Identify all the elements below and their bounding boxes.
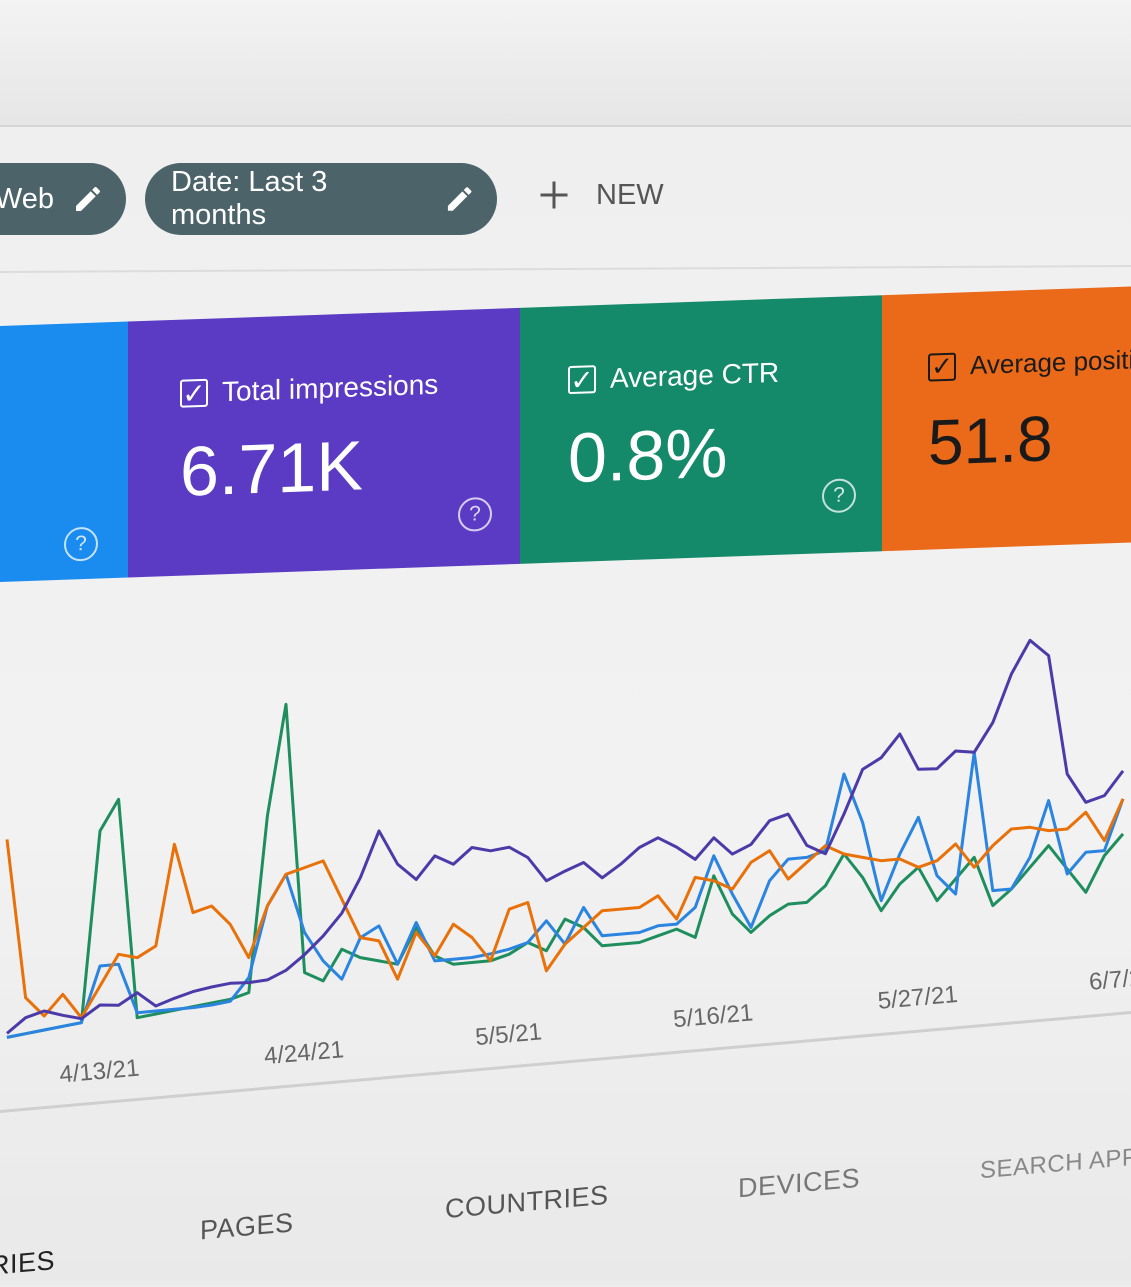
x-tick-label: 4/13/21 xyxy=(58,1055,140,1089)
x-tick-label: 5/27/21 xyxy=(877,981,959,1015)
date-range-chip[interactable]: Date: Last 3 months xyxy=(145,163,497,235)
search-type-chip[interactable]: Web xyxy=(0,163,126,235)
tab-countries[interactable]: COUNTRIES xyxy=(445,1179,609,1225)
chart-series-line-0 xyxy=(6,638,1125,1035)
chip-label: Date: Last 3 months xyxy=(171,166,328,231)
x-tick-label: 5/5/21 xyxy=(474,1018,543,1051)
top-bar xyxy=(0,0,1131,127)
tab-devices[interactable]: DEVICES xyxy=(738,1162,861,1204)
new-filter-button[interactable]: NEW xyxy=(536,177,664,213)
plus-icon xyxy=(540,181,568,209)
x-tick-label: 6/7/21 xyxy=(1088,963,1131,996)
tab-search-appearance[interactable]: SEARCH APPEARANCE xyxy=(980,1132,1131,1185)
new-label: NEW xyxy=(596,178,664,211)
pencil-icon xyxy=(76,186,100,211)
x-tick-label: 5/16/21 xyxy=(672,999,754,1033)
x-tick-label: 4/24/21 xyxy=(263,1036,345,1070)
chart-series-line-1 xyxy=(5,798,1125,1020)
pencil-icon xyxy=(447,187,472,211)
filter-bar: Web Date: Last 3 months NEW xyxy=(0,163,1131,235)
tab-pages[interactable]: PAGES xyxy=(200,1207,294,1246)
chip-label: Web xyxy=(0,182,54,215)
